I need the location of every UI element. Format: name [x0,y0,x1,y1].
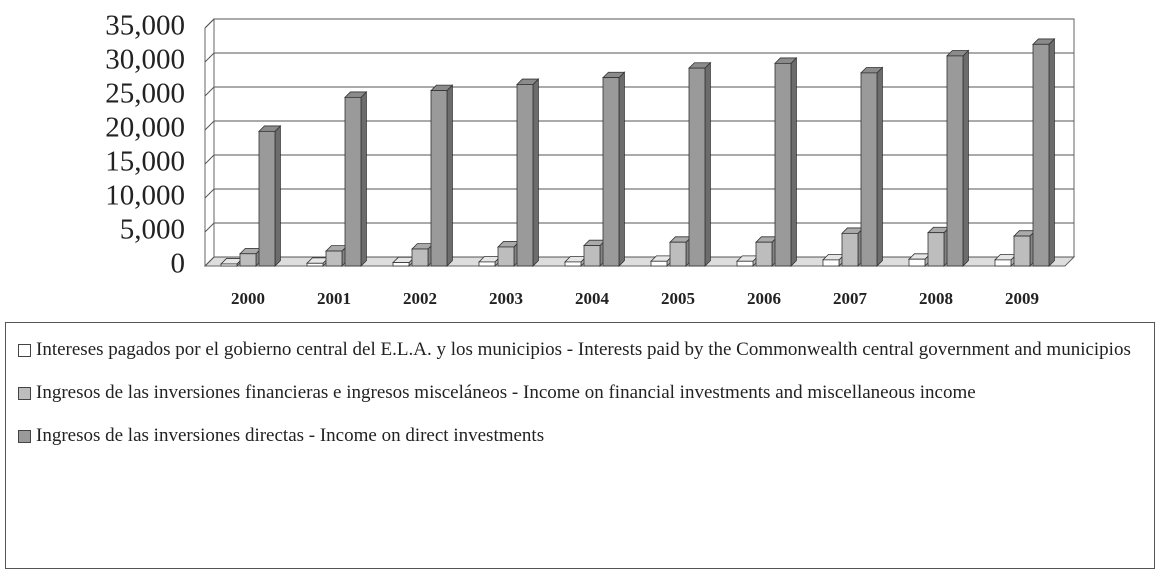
legend-entry: Ingresos de las inversiones financieras … [18,380,1142,405]
grid-line-depth [204,256,215,267]
x-tick-label: 2004 [575,289,610,308]
y-tick-label: 30,000 [105,44,185,76]
x-tick-label: 2009 [1005,289,1039,308]
bar [860,72,878,267]
legend: Intereses pagados por el gobierno centra… [5,322,1155,569]
bar [583,245,601,267]
bar [669,241,687,267]
x-tick-label: 2007 [833,289,868,308]
legend-label: Ingresos de las inversiones financieras … [36,382,976,403]
bar-side [274,124,281,267]
bar-side [790,56,797,267]
bar [602,77,620,267]
grid-line-depth [204,154,215,165]
bar-side [532,78,539,267]
bar [650,260,668,267]
y-tick-label: 10,000 [105,180,185,212]
bar [841,232,859,267]
bar [258,130,276,267]
bar [927,232,945,267]
x-tick-label: 2008 [919,289,953,308]
bar [908,258,926,267]
bar [736,260,754,267]
bar [306,262,324,267]
bar [1032,43,1050,267]
x-tick-label: 2002 [403,289,437,308]
y-tick-label: 20,000 [105,112,185,144]
y-tick-label: 15,000 [105,146,185,178]
bar-side [876,66,883,267]
bar [564,261,582,267]
x-tick-label: 2005 [661,289,695,308]
bar [822,259,840,267]
y-tick-label: 5,000 [120,214,185,246]
y-tick-label: 35,000 [105,10,185,42]
bar [774,62,792,267]
bar [430,90,448,267]
bar [220,263,238,267]
y-tick-label: 0 [171,248,186,280]
legend-entry: Intereses pagados por el gobierno centra… [18,337,1142,362]
legend-label: Intereses pagados por el gobierno centra… [36,339,1131,360]
bar-side [962,49,969,267]
bar [497,246,515,267]
bar [478,261,496,267]
bar-side [704,61,711,267]
x-tick-label: 2001 [317,289,351,308]
grid-line-depth [204,188,215,199]
bar [516,84,534,267]
legend-entry: Ingresos de las inversiones directas - I… [18,423,1142,448]
bar [1013,235,1031,267]
bar [755,241,773,267]
plot-back-wall [213,18,1075,258]
bar-side [618,71,625,267]
y-tick-label: 25,000 [105,78,185,110]
grid-line-depth [204,120,215,131]
legend-label: Ingresos de las inversiones directas - I… [36,425,545,446]
x-tick-label: 2006 [747,289,781,308]
x-tick-label: 2000 [231,289,265,308]
bar [392,262,410,267]
bar-side [446,84,453,267]
bar-side [360,90,367,267]
bar [325,250,343,267]
legend-swatch [18,430,31,443]
bar [239,253,257,267]
legend-swatch [18,344,31,357]
grid-line-depth [204,86,215,97]
bar-side [1048,37,1055,267]
bar [946,55,964,267]
grid-line-depth [204,52,215,63]
grid-line-depth [204,18,215,29]
grid-line-depth [204,222,215,233]
x-tick-label: 2003 [489,289,523,308]
bar [994,259,1012,267]
bar [411,248,429,267]
bar [688,67,706,267]
legend-swatch [18,387,31,400]
bar [344,96,362,267]
chart: 05,00010,00015,00020,00025,00030,00035,0… [105,10,1076,308]
